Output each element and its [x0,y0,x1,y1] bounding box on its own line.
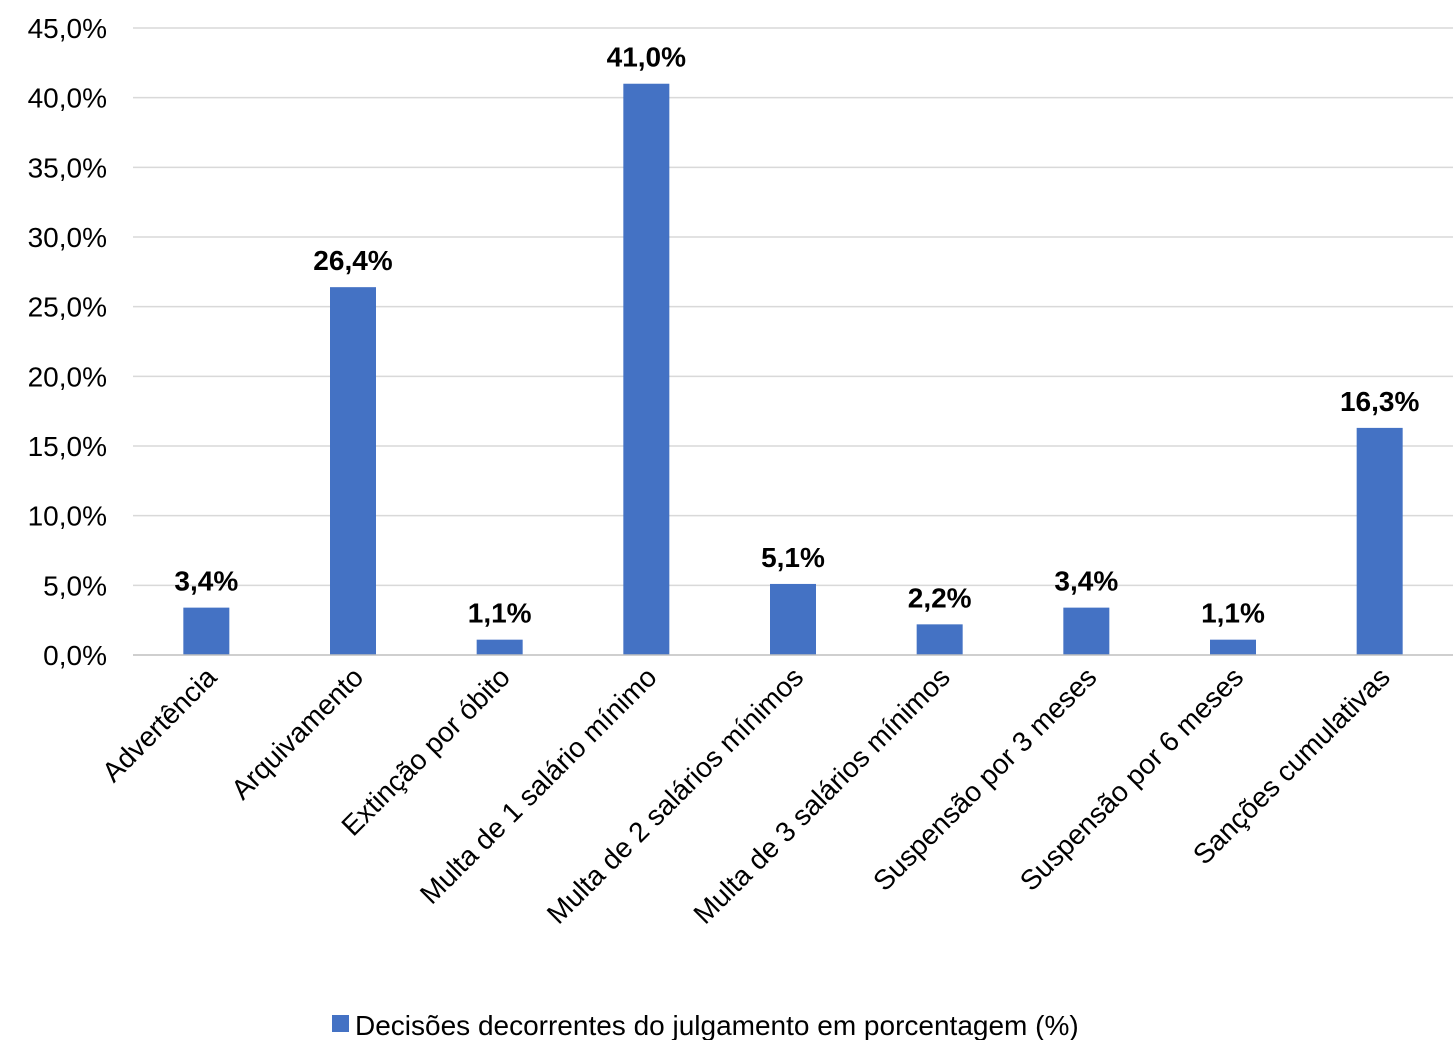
legend: Decisões decorrentes do julgamento em po… [332,1010,1079,1040]
bar [330,287,376,655]
data-label: 2,2% [908,582,972,613]
y-tick-label: 40,0% [28,83,107,114]
y-tick-label: 0,0% [43,640,107,671]
x-tick-label: Advertência [96,661,223,788]
data-labels: 3,4% 26,4% 1,1% 41,0% 5,1% 2,2% 3,4% 1,1% 16,3% [174,42,1419,629]
y-tick-label: 35,0% [28,152,107,183]
data-label: 16,3% [1340,386,1419,417]
x-tick-label: Multa de 2 salários mínimos [541,661,809,929]
y-tick-label: 25,0% [28,292,107,323]
data-label: 1,1% [1201,598,1265,629]
data-label: 41,0% [607,42,686,73]
legend-label: Decisões decorrentes do julgamento em po… [355,1010,1079,1040]
y-axis-tick-labels: 0,0% 5,0% 10,0% 15,0% 20,0% 25,0% 30,0% 35,0% 40… [28,13,107,671]
bar [476,639,523,655]
x-tick-label: Arquivamento [225,661,369,805]
bar [623,83,670,655]
data-label: 26,4% [313,245,392,276]
data-label: 1,1% [468,598,532,629]
bars [183,83,1403,655]
data-label: 3,4% [1054,566,1118,597]
y-tick-label: 45,0% [28,13,107,44]
y-tick-label: 10,0% [28,501,107,532]
data-label: 5,1% [761,542,825,573]
legend-swatch [332,1015,349,1032]
bar [183,607,230,655]
bar [1210,639,1256,655]
data-label: 3,4% [174,566,238,597]
y-tick-label: 20,0% [28,361,107,392]
bar [1356,427,1403,655]
x-tick-label: Multa de 3 salários mínimos [688,661,956,929]
y-tick-label: 5,0% [43,570,107,601]
bar [770,583,816,655]
y-tick-label: 15,0% [28,431,107,462]
bar [1063,607,1110,655]
x-tick-label: Multa de 1 salário mínimo [414,661,663,910]
bar [916,624,963,655]
y-tick-label: 30,0% [28,222,107,253]
